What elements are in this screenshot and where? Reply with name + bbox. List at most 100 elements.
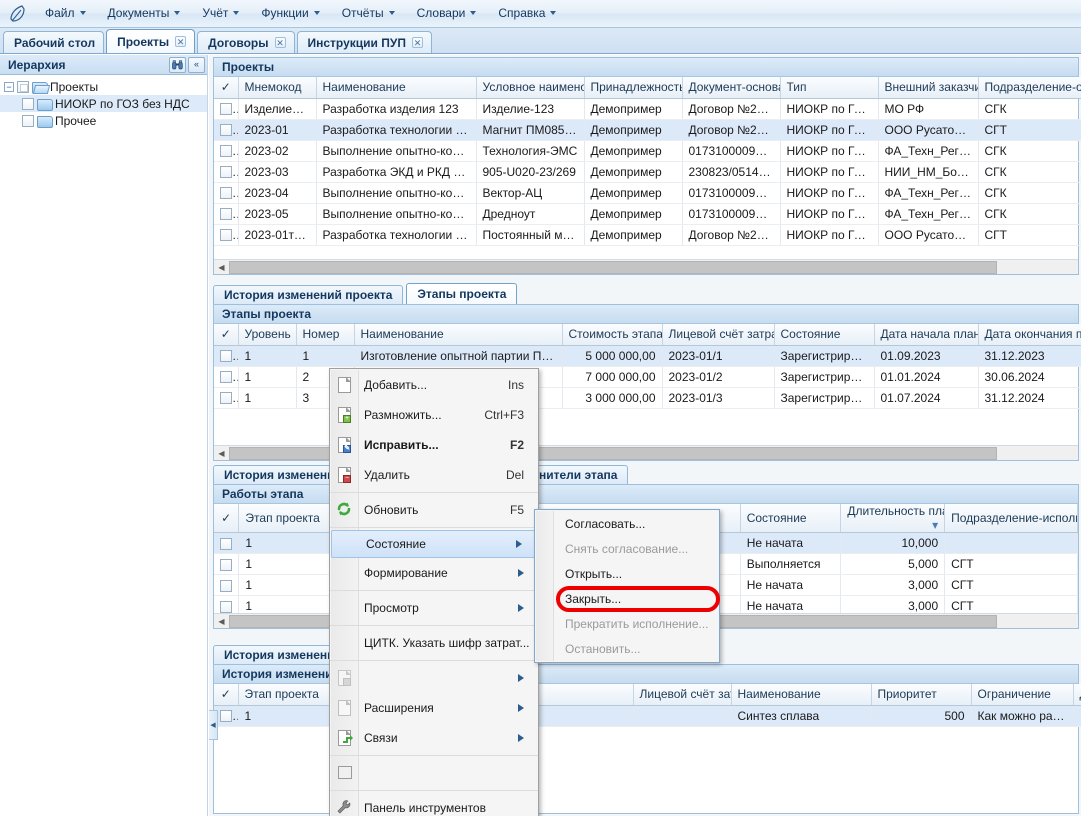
table-row[interactable]: 1 1 Изготовление опытной партии ПМ0... 5… [214,345,1081,367]
row-checkbox[interactable] [220,600,233,613]
row-checkbox-cell[interactable] [214,345,239,367]
row-checkbox[interactable] [220,208,232,221]
submenu-item-close[interactable]: Закрыть... [535,586,719,611]
menu-item-citk-cost-code[interactable]: ЦИТК. Указать шифр затрат... [330,628,538,658]
column-header-check[interactable]: ✓ [214,77,239,99]
row-checkbox-cell[interactable] [214,532,240,554]
column-header-responsible-unit[interactable]: Подразделение-от [978,77,1081,99]
row-checkbox-cell[interactable] [214,387,239,409]
scrollbar-track[interactable] [997,446,1078,460]
column-header-restriction[interactable]: Ограничение [971,684,1074,706]
column-header-project-stage[interactable]: Этап проекта [238,504,338,533]
menu-item-file[interactable]: Файл [35,2,96,25]
tab-change-history-bottom[interactable]: История изменени [213,645,333,664]
close-icon[interactable]: ✕ [175,36,187,47]
tree-checkbox[interactable] [22,114,34,127]
row-checkbox-cell[interactable] [214,98,239,120]
tab-instructions[interactable]: Инструкции ПУП ✕ [296,31,432,53]
menu-item-state[interactable]: Состояние [331,530,537,558]
row-checkbox-cell[interactable] [214,366,239,388]
tab-project-stages[interactable]: Этапы проекта [406,283,518,304]
menu-item-accounting[interactable]: Учёт [192,2,249,25]
close-icon[interactable]: ✕ [274,37,286,48]
tab-projects[interactable]: Проекты ✕ [106,29,196,53]
menu-item-toolbar[interactable] [330,758,538,788]
menu-item-help[interactable]: Справка [488,2,566,25]
menu-item-functions[interactable]: Функции [251,2,329,25]
menu-item-settings[interactable]: Панель инструментов [330,793,538,816]
column-header-restriction-date[interactable]: Дата ограничения [1073,684,1081,706]
menu-item-extensions[interactable] [330,663,538,693]
column-header-plan-end-date[interactable]: Дата окончания п [978,324,1081,346]
close-icon[interactable]: ✕ [411,37,423,48]
menu-item-view[interactable]: Просмотр [330,593,538,623]
table-row[interactable]: 2023-04 Выполнение опытно-конс... Вектор… [214,182,1081,204]
menu-item-reports[interactable]: Отчёты [332,2,405,25]
column-header-name[interactable]: Наименование [354,324,563,346]
menu-item-delete[interactable]: − Удалить Del [330,460,538,490]
table-row[interactable]: 2023-05 Выполнение опытно-конс... Дредно… [214,203,1081,225]
row-checkbox[interactable] [220,145,232,158]
column-header-type[interactable]: Тип [780,77,879,99]
row-checkbox[interactable] [220,392,232,405]
tab-contracts[interactable]: Договоры ✕ [197,31,295,53]
row-checkbox[interactable] [220,124,232,137]
column-header-mnemocode[interactable]: Мнемокод [238,77,317,99]
column-header-name[interactable]: Наименование [316,77,477,99]
column-header-plan-start-date[interactable]: Дата начала план [874,324,979,346]
menu-item-documents[interactable]: Документы [98,2,191,25]
tab-stage-change-history[interactable]: История изменени [213,465,333,484]
column-header-executing-unit[interactable]: Подразделение-исполни [944,504,1078,533]
menu-item-edit[interactable]: ✎ Исправить... F2 [330,430,538,460]
column-header-name[interactable]: Наименование [731,684,872,706]
collapse-left-icon[interactable]: « [188,56,205,73]
tree-checkbox[interactable] [17,80,29,93]
menu-item-add[interactable]: Добавить... Ins [330,370,538,400]
column-header-number[interactable]: Номер [296,324,355,346]
row-checkbox-cell[interactable] [214,161,239,183]
tree-checkbox[interactable] [22,97,34,110]
column-header-base-document[interactable]: Документ-основан [682,77,781,99]
table-row[interactable]: Изделие123 Разработка изделия 123 Издели… [214,98,1081,120]
tab-stage-performers[interactable]: нители этапа [528,465,629,484]
row-checkbox-cell[interactable] [214,182,239,204]
column-header-priority[interactable]: Приоритет [871,684,972,706]
table-row[interactable]: 2023-03 Разработка ЭКД и РКД н... 905-U0… [214,161,1081,183]
tree-node-projects[interactable]: − Проекты [0,78,207,95]
row-checkbox-cell[interactable] [214,224,239,246]
tab-desktop[interactable]: Рабочий стол [3,31,105,53]
column-header-state[interactable]: Состояние [774,324,875,346]
row-checkbox-cell[interactable] [214,140,239,162]
column-header-check[interactable]: ✓ [214,684,239,706]
menu-item-formation[interactable]: Формирование [330,558,538,588]
menu-item-exchange[interactable]: Связи [330,723,538,753]
menu-item-refresh[interactable]: Обновить F5 [330,495,538,525]
row-checkbox-cell[interactable] [214,553,240,575]
column-header-cost-account[interactable]: Лицевой счёт затр [633,684,732,706]
binoculars-icon[interactable] [169,56,186,73]
column-header-stage-cost[interactable]: Стоимость этапа [562,324,663,346]
column-header-project-stage[interactable]: Этап проекта [238,684,334,706]
menu-item-links[interactable]: Расширения [330,693,538,723]
row-checkbox[interactable] [220,187,232,200]
submenu-item-open[interactable]: Открыть... [535,561,719,586]
row-checkbox[interactable] [220,710,232,723]
row-checkbox[interactable] [220,537,233,550]
table-row[interactable]: 2023-02 Выполнение опытно-конс... Технол… [214,140,1081,162]
collapse-toggle-icon[interactable]: − [4,81,14,92]
row-checkbox[interactable] [220,350,232,363]
row-checkbox[interactable] [220,229,232,242]
column-header-level[interactable]: Уровень [238,324,297,346]
column-header-check[interactable]: ✓ [214,504,240,533]
row-checkbox-cell[interactable] [214,574,240,596]
tree-node-other[interactable]: Прочее [0,112,207,129]
column-header-plan-duration[interactable]: Длительность план ▾ [840,504,946,533]
scrollbar-track[interactable] [997,260,1078,274]
column-header-affiliation[interactable]: Принадлежность [584,77,683,99]
panel-collapse-handle[interactable]: ◀ [209,710,218,740]
projects-grid-hscrollbar[interactable]: ◀ [214,259,1078,274]
column-header-state[interactable]: Состояние [740,504,842,533]
row-checkbox[interactable] [220,166,232,179]
column-header-external-customer[interactable]: Внешний заказчик [878,77,979,99]
row-checkbox-cell[interactable] [214,203,239,225]
